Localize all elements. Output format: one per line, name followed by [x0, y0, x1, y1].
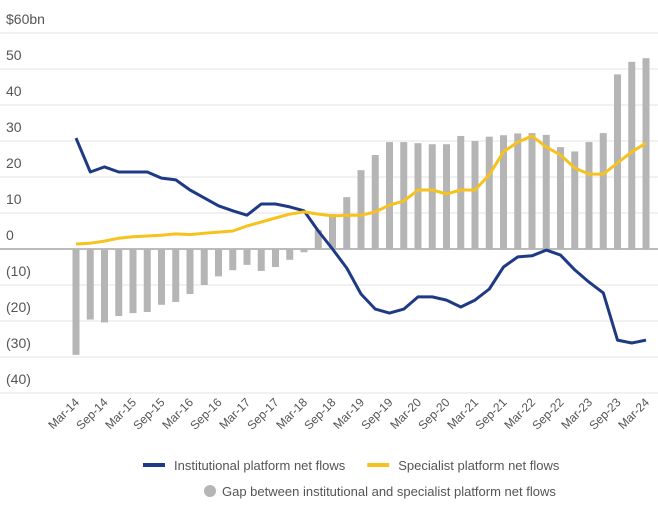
bar: [542, 134, 550, 249]
legend-label: Gap between institutional and specialist…: [222, 484, 556, 499]
y-tick-label: 50: [6, 47, 22, 63]
bar: [414, 143, 422, 249]
bar: [371, 155, 379, 249]
x-tick-label: Sep-17: [244, 395, 281, 432]
x-tick-label: Sep-16: [187, 395, 224, 432]
line: [74, 137, 647, 345]
y-tick-label: 30: [6, 119, 22, 135]
legend: Institutional platform net flows Speciali…: [143, 458, 560, 499]
bar: [286, 249, 294, 260]
bar: [172, 249, 180, 302]
bar: [585, 142, 593, 249]
lines: [74, 134, 647, 345]
bar: [158, 249, 165, 305]
bar: [642, 58, 650, 250]
x-tick-label: Sep-18: [301, 395, 338, 432]
bars: [72, 58, 650, 355]
bar: [101, 249, 108, 323]
bar: [357, 170, 365, 249]
y-tick-label: 20: [6, 155, 22, 171]
y-tick-label: 10: [6, 191, 22, 207]
bar: [528, 133, 536, 249]
bar: [143, 249, 151, 312]
bar: [400, 142, 408, 249]
line: [75, 134, 647, 246]
y-tick-label: (20): [6, 299, 31, 315]
bar: [428, 144, 436, 249]
bar: [186, 249, 194, 294]
y-tick-label: 0: [6, 227, 14, 243]
bar: [200, 249, 208, 285]
legend-swatch: [204, 485, 216, 497]
bar: [329, 214, 336, 249]
bar: [300, 249, 308, 253]
x-tick-label: Sep-21: [472, 395, 509, 432]
bar: [229, 249, 237, 271]
bar: [343, 197, 351, 249]
y-tick-label: (30): [6, 335, 31, 351]
bar: [514, 133, 522, 249]
bar: [129, 249, 137, 314]
bar: [443, 144, 450, 249]
bar: [457, 135, 465, 249]
bar: [571, 151, 579, 249]
bar: [314, 229, 322, 249]
x-tick-label: Sep-19: [358, 395, 395, 432]
bar: [500, 135, 507, 249]
bar: [257, 249, 265, 271]
bar: [115, 249, 123, 316]
bar: [272, 249, 279, 267]
bar: [471, 141, 479, 249]
legend-label: Specialist platform net flows: [398, 458, 560, 473]
y-tick-label: (10): [6, 263, 31, 279]
bar: [628, 61, 636, 249]
x-tick-label: Sep-20: [415, 395, 452, 432]
x-tick-label: Mar-24: [615, 395, 652, 432]
bar: [599, 133, 607, 249]
y-tick-label: $60bn: [6, 11, 45, 27]
y-tick-label: (40): [6, 371, 31, 387]
bar: [386, 142, 393, 249]
x-tick-label: Sep-14: [73, 395, 110, 432]
legend-label: Institutional platform net flows: [174, 458, 346, 473]
bar: [243, 249, 251, 265]
bar: [72, 249, 80, 355]
x-tick-label: Sep-15: [130, 395, 167, 432]
x-tick-label: Sep-22: [529, 395, 566, 432]
bar: [86, 249, 94, 320]
bar: [557, 147, 564, 249]
y-tick-label: 40: [6, 83, 22, 99]
bar: [215, 249, 222, 277]
x-tick-label: Sep-23: [586, 395, 623, 432]
bar: [485, 136, 493, 249]
